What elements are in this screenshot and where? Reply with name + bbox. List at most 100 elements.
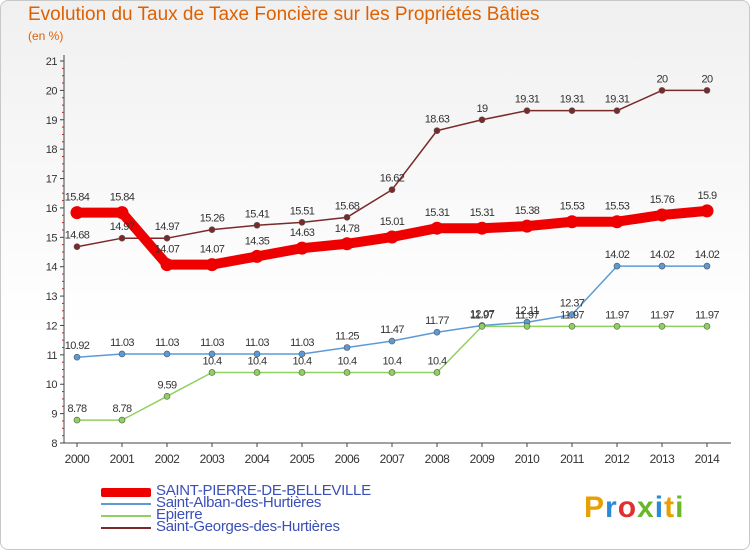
data-label: 11.97 [605,309,629,321]
data-label: 11.25 [335,331,359,343]
data-point [343,344,351,351]
x-tick-label: 2010 [515,452,541,466]
data-point [208,350,216,358]
data-label: 15.38 [515,205,540,217]
y-tick-label: 20 [46,85,58,97]
data-label: 12.07 [470,308,495,320]
data-point [340,237,354,251]
data-label: 15.26 [200,213,225,225]
data-point [520,219,534,233]
data-label: 10.4 [292,355,311,367]
y-tick-label: 13 [46,291,58,303]
data-point [655,208,669,222]
data-label: 15.76 [650,194,675,206]
data-point [613,262,621,270]
data-label: 14.97 [155,221,180,233]
data-point [430,221,444,235]
y-tick-label: 15 [46,232,58,244]
data-point [73,416,81,424]
x-tick-label: 2003 [200,452,226,466]
data-label: 14.02 [605,249,630,261]
y-tick-label: 21 [46,56,58,68]
data-label: 14.02 [650,249,675,261]
x-tick-label: 2006 [335,452,361,466]
data-label: 11.97 [470,309,494,321]
legend-label: SAINT-PIERRE-DE-BELLEVILLE [156,482,371,499]
x-tick-label: 2005 [290,452,316,466]
x-tick-label: 2009 [470,452,496,466]
logo-letter: i [675,491,685,524]
data-point [613,107,621,114]
data-point [433,369,441,376]
data-label: 19 [476,103,488,115]
data-label: 19.31 [605,94,630,106]
legend-label: Saint-Alban-des-Hurtières [156,494,322,511]
data-point [703,87,711,94]
x-tick-label: 2014 [695,452,721,466]
data-label: 15.31 [470,207,495,219]
data-point [388,186,396,194]
data-label: 12.37 [560,298,585,310]
data-label: 10.4 [382,355,401,367]
y-tick-label: 14 [46,262,58,274]
data-point [433,328,441,336]
data-point [658,87,666,94]
data-label: 11.03 [155,337,179,349]
data-label: 11.03 [200,337,224,349]
x-tick-label: 2008 [425,452,451,466]
data-label: 10.4 [247,355,266,367]
proxiti-logo: Proxiti [584,491,684,525]
data-label: 11.03 [245,337,269,349]
data-point [700,204,714,218]
data-point [388,337,396,345]
data-label: 10.4 [202,355,221,367]
data-point [250,249,264,263]
data-point [343,369,351,376]
data-label: 8.78 [112,403,131,415]
data-label: 14.35 [245,235,270,247]
data-point [658,262,666,270]
data-point [205,258,219,272]
x-tick-label: 2012 [605,452,631,466]
legend-swatch [101,503,151,505]
data-label: 19.31 [560,94,585,106]
data-label: 11.97 [560,309,584,321]
data-label: 15.53 [605,201,630,213]
data-label: 18.63 [425,114,450,126]
y-tick-label: 8 [51,438,57,450]
data-point [163,392,171,400]
data-point [610,215,624,229]
data-point [478,323,486,330]
data-label: 11.77 [425,315,449,327]
data-point [73,353,81,361]
legend-label: Epierre [156,506,203,523]
logo-letter: r [605,491,618,524]
data-point [118,234,126,242]
data-label: 10.92 [65,340,90,352]
legend-swatch [101,487,151,497]
data-point [568,107,576,114]
data-point [388,369,396,376]
data-point [160,258,174,272]
data-label: 20 [656,73,668,85]
chart-title: Evolution du Taux de Taxe Foncière sur l… [28,4,540,25]
logo-letter: o [617,491,638,524]
data-label: 15.01 [380,216,405,228]
y-tick-label: 12 [46,320,58,332]
logo-letter: i [654,491,665,524]
y-tick-label: 9 [51,409,57,421]
legend-swatch [101,527,151,529]
data-point [568,323,576,330]
data-label: 20 [701,73,713,85]
data-label: 11.97 [695,309,719,321]
x-tick-label: 2004 [245,452,271,466]
x-tick-label: 2007 [380,452,406,466]
data-label: 10.4 [337,355,356,367]
data-label: 15.51 [290,205,315,217]
data-point [163,234,171,242]
data-point [115,206,129,220]
data-label: 15.84 [65,192,90,204]
data-point [253,221,261,229]
